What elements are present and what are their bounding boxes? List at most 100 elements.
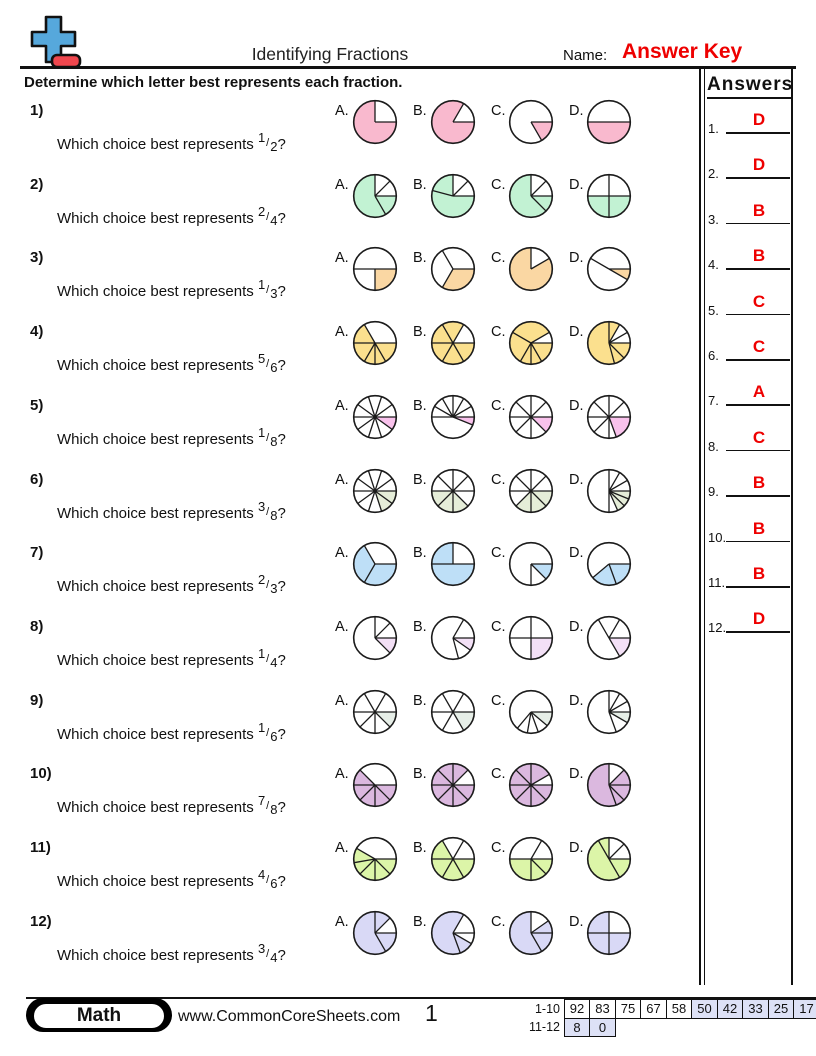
- choice: A.: [335, 391, 413, 441]
- fraction-numerator: 5: [257, 351, 266, 367]
- choice-label: C.: [491, 766, 506, 783]
- pie-outline: [586, 836, 632, 882]
- pie-divider-line: [530, 711, 548, 726]
- pie-filled-wedge: [375, 711, 397, 727]
- pie-outline: [352, 99, 398, 145]
- pie-divider-line: [374, 490, 383, 511]
- fraction-pie-chart: [586, 910, 632, 955]
- pie-divider-line: [452, 637, 471, 651]
- fraction-denominator: 8: [270, 433, 278, 449]
- pie-outline: [352, 394, 398, 439]
- pie-divider-line: [359, 769, 376, 786]
- fraction-pie-chart: [352, 468, 398, 513]
- subject-badge: Math: [32, 1002, 166, 1030]
- prompt-suffix: ?: [277, 651, 286, 669]
- pie-divider-line: [432, 189, 454, 197]
- fraction-pie-chart: [430, 763, 476, 808]
- choice-label: C.: [491, 618, 506, 635]
- question-prompt: Which choice best represents 5/6?: [57, 351, 286, 375]
- answers-divider-outer: [699, 69, 701, 985]
- fraction-slash: /: [266, 800, 270, 813]
- choice: B.: [413, 243, 491, 293]
- choice-label: A.: [335, 692, 349, 709]
- fraction-pie-chart: [430, 615, 476, 660]
- pie-divider-line: [374, 403, 393, 418]
- pie-outline: [352, 615, 398, 660]
- score-cell: 92: [563, 999, 591, 1019]
- pie-divider-line: [608, 637, 621, 657]
- fraction-pie-chart: [508, 615, 554, 660]
- answer-blank-line: [726, 449, 790, 452]
- pie-outline: [352, 173, 398, 218]
- choice: A.: [335, 612, 413, 662]
- question-number: 8): [30, 617, 44, 635]
- fraction-denominator: 6: [270, 728, 278, 744]
- choice-label: B.: [413, 471, 427, 488]
- pie-filled-wedge: [531, 711, 553, 726]
- pie-divider-line: [512, 331, 532, 344]
- fraction-denominator: 4: [270, 212, 278, 228]
- pie-outline: [508, 99, 554, 145]
- question-number: 1): [30, 102, 44, 119]
- pie-divider-line: [530, 258, 550, 270]
- pie-outline: [430, 468, 476, 513]
- pie-divider-line: [530, 784, 547, 801]
- pie-divider-line: [363, 342, 376, 362]
- answer-blank-line: [726, 540, 790, 543]
- choices-row: A. B. C. D.: [335, 170, 647, 220]
- choice-label: B.: [413, 913, 427, 930]
- pie-divider-line: [363, 563, 376, 583]
- pie-divider-line: [593, 401, 610, 418]
- choices-row: A. B. C. D.: [335, 686, 647, 736]
- fraction-slash: /: [266, 579, 270, 592]
- fraction-pie-chart: [430, 99, 476, 145]
- score-cell: 67: [640, 999, 667, 1019]
- choice: A.: [335, 538, 413, 588]
- score-cell: 75: [614, 999, 642, 1019]
- pie-divider-line: [608, 479, 628, 492]
- pie-divider-line: [516, 711, 532, 729]
- question-number: 11): [30, 839, 51, 856]
- prompt-suffix: ?: [277, 283, 286, 301]
- pie-outline: [430, 99, 476, 145]
- prompt-text: Which choice best represents: [57, 357, 258, 375]
- question-row: 9) Which choice best represents 1/6? A. B. C…: [20, 686, 698, 760]
- pie-divider-line: [452, 711, 465, 731]
- pie-divider-line: [374, 858, 391, 875]
- fraction-pie-chart: [508, 468, 554, 513]
- prompt-suffix: ?: [277, 430, 286, 448]
- choice: A.: [335, 759, 413, 809]
- pie-divider-line: [452, 416, 473, 426]
- prompt-text: Which choice best represents: [57, 873, 258, 890]
- choices-row: A. B. C. D.: [335, 465, 647, 515]
- pie-outline: [508, 468, 554, 513]
- fraction-pie-chart: [430, 468, 476, 513]
- answer-blank-line: [726, 586, 790, 588]
- score-cell: 50: [691, 999, 718, 1019]
- fraction-pie-chart: [586, 173, 632, 218]
- pie-divider-line: [374, 477, 393, 492]
- fraction-pie-chart: [352, 689, 398, 734]
- pie-divider-line: [452, 619, 465, 639]
- pie-outline: [586, 763, 632, 808]
- pie-outline: [508, 320, 554, 366]
- choice: C.: [491, 391, 569, 441]
- prompt-suffix: ?: [277, 504, 286, 522]
- choice: C.: [491, 538, 569, 588]
- pie-outline: [586, 689, 632, 734]
- pie-divider-line: [367, 396, 376, 417]
- pie-filled-wedge: [592, 564, 631, 586]
- fraction-slash: /: [266, 358, 270, 371]
- pie-outline: [352, 836, 398, 882]
- answer-item: 3. B: [706, 201, 792, 243]
- fraction-pie-chart: [586, 763, 632, 808]
- question-row: 10) Which choice best represents 7/8? A. B.…: [20, 759, 698, 833]
- pie-filled-wedge: [375, 911, 391, 933]
- worksheet-title: Identifying Fractions: [251, 44, 409, 64]
- fraction-pie-chart: [586, 320, 632, 366]
- choice: D.: [569, 907, 647, 957]
- pie-divider-line: [437, 769, 454, 786]
- fraction-pie-chart: [508, 689, 554, 734]
- pie-outline: [352, 468, 398, 513]
